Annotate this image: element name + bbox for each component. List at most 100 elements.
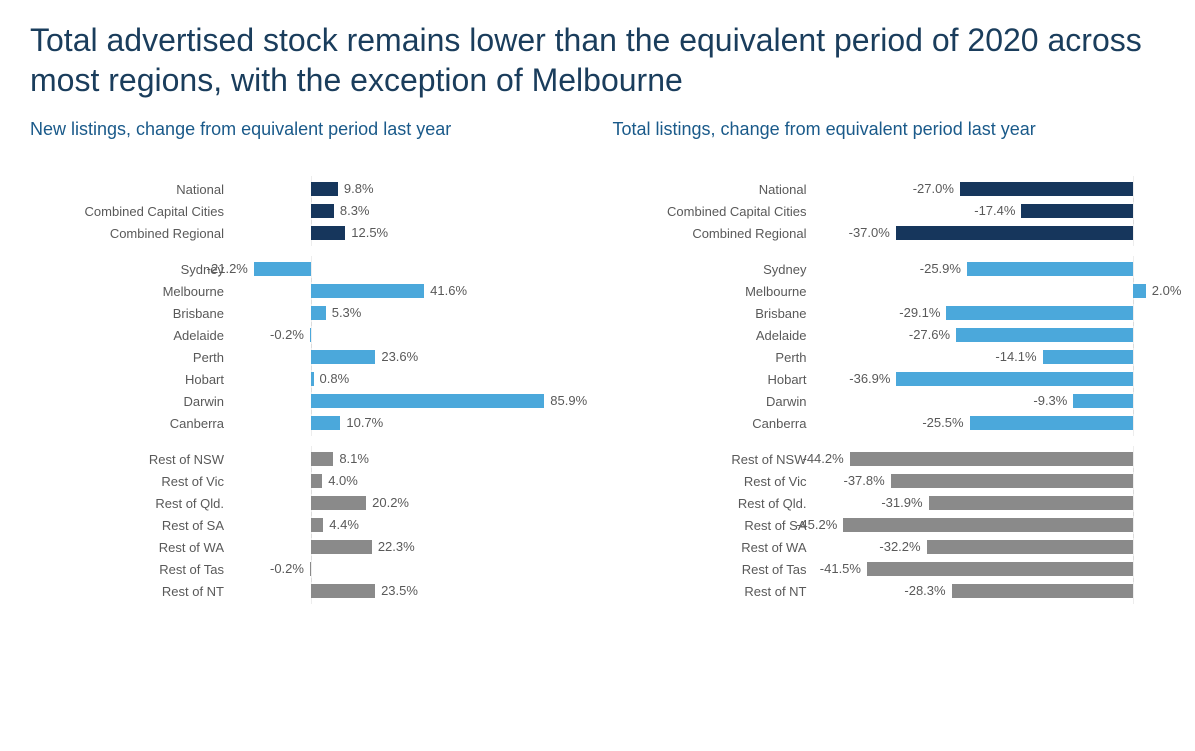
row-label: National [30,182,230,197]
bar [311,518,323,532]
row-plot: 0.8% [230,368,583,390]
row-label: Melbourne [613,284,813,299]
chart-row: Perth-14.1% [613,346,1166,368]
value-label: -25.9% [920,258,961,280]
row-label: Combined Capital Cities [613,204,813,219]
chart-row: Rest of Qld.-31.9% [613,492,1166,514]
bar [311,372,313,386]
value-label: 0.8% [320,368,350,390]
value-label: 8.3% [340,200,370,222]
chart-row: Rest of Tas-41.5% [613,558,1166,580]
chart-title: Total listings, change from equivalent p… [613,118,1166,166]
value-label: -14.1% [995,346,1036,368]
chart-row: Adelaide-0.2% [30,324,583,346]
row-label: Rest of SA [30,518,230,533]
row-label: Rest of NT [613,584,813,599]
chart-row: Brisbane-29.1% [613,302,1166,324]
bar [311,394,544,408]
bar [311,416,340,430]
row-label: Darwin [613,394,813,409]
row-plot: 22.3% [230,536,583,558]
bar [956,328,1133,342]
row-plot: -28.3% [813,580,1166,602]
bar [311,496,366,510]
row-label: Rest of WA [613,540,813,555]
row-label: Darwin [30,394,230,409]
chart-row: Rest of Vic4.0% [30,470,583,492]
bar [1133,284,1146,298]
row-plot: 8.1% [230,448,583,470]
row-label: Perth [30,350,230,365]
row-label: Rest of WA [30,540,230,555]
chart-row: Canberra10.7% [30,412,583,434]
bar [1073,394,1133,408]
zero-axis [1133,578,1134,604]
chart-row: Hobart0.8% [30,368,583,390]
value-label: -28.3% [904,580,945,602]
bar [311,284,424,298]
row-plot: 12.5% [230,222,583,244]
row-plot: 2.0% [813,280,1166,302]
row-label: Sydney [613,262,813,277]
chart-group: Rest of NSW8.1%Rest of Vic4.0%Rest of Ql… [30,448,583,602]
value-label: -21.2% [207,258,248,280]
bar [311,306,325,320]
row-plot: -27.0% [813,178,1166,200]
bar [867,562,1133,576]
chart-group: National9.8%Combined Capital Cities8.3%C… [30,178,583,244]
row-plot: -45.2% [813,514,1166,536]
bar [311,474,322,488]
row-label: Sydney [30,262,230,277]
chart-row: Combined Capital Cities-17.4% [613,200,1166,222]
charts-container: New listings, change from equivalent per… [30,118,1165,616]
row-plot: -27.6% [813,324,1166,346]
row-plot: 8.3% [230,200,583,222]
bar [946,306,1133,320]
row-label: Rest of Qld. [613,496,813,511]
row-label: Adelaide [30,328,230,343]
value-label: 41.6% [430,280,467,302]
chart-new-listings: New listings, change from equivalent per… [30,118,583,616]
bar [850,452,1133,466]
row-label: Rest of Tas [30,562,230,577]
value-label: 20.2% [372,492,409,514]
row-label: Canberra [30,416,230,431]
row-label: Combined Capital Cities [30,204,230,219]
row-plot: -25.9% [813,258,1166,280]
page-title: Total advertised stock remains lower tha… [30,20,1165,100]
bar [891,474,1133,488]
chart-row: Rest of NSW-44.2% [613,448,1166,470]
chart-row: Perth23.6% [30,346,583,368]
bar [311,350,375,364]
value-label: -44.2% [802,448,843,470]
row-label: Rest of Vic [30,474,230,489]
row-plot: -21.2% [230,258,583,280]
bar [927,540,1133,554]
row-plot: -32.2% [813,536,1166,558]
row-label: Rest of Tas [613,562,813,577]
bar [952,584,1133,598]
row-plot: 20.2% [230,492,583,514]
chart-row: Darwin -9.3% [613,390,1166,412]
chart-group: National-27.0%Combined Capital Cities-17… [613,178,1166,244]
row-label: Rest of NT [30,584,230,599]
bar [960,182,1133,196]
value-label: -29.1% [899,302,940,324]
row-label: Rest of SA [613,518,813,533]
value-label: -9.3% [1033,390,1067,412]
row-plot: -31.9% [813,492,1166,514]
row-plot: -37.8% [813,470,1166,492]
value-label: -45.2% [796,514,837,536]
row-plot: 85.9% [230,390,583,412]
chart-row: Canberra-25.5% [613,412,1166,434]
bar [967,262,1133,276]
chart-row: Brisbane5.3% [30,302,583,324]
row-plot: 23.6% [230,346,583,368]
zero-axis [1133,410,1134,436]
value-label: -0.2% [270,558,304,580]
value-label: 4.4% [329,514,359,536]
row-label: Adelaide [613,328,813,343]
chart-row: Rest of NSW8.1% [30,448,583,470]
bar [970,416,1133,430]
value-label: 12.5% [351,222,388,244]
